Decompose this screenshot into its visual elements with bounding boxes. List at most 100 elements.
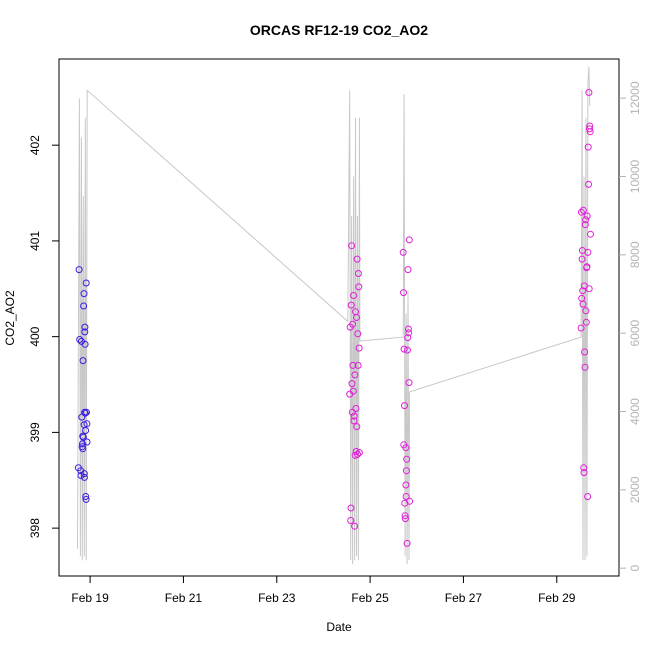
data-point (401, 512, 409, 520)
data-point (585, 180, 592, 188)
data-point (400, 345, 408, 353)
data-point (83, 438, 91, 446)
x-tick-label: Feb 27 (445, 591, 483, 605)
data-point (76, 336, 84, 343)
x-axis: Feb 19 Feb 21 Feb 23 Feb 25 Feb 27 Feb 29 (71, 576, 576, 605)
data-point (349, 361, 357, 369)
data-point (406, 497, 414, 505)
x-tick-label: Feb 29 (538, 591, 576, 605)
y-tick-label: 398 (28, 518, 42, 538)
data-point (350, 417, 358, 425)
data-point (579, 206, 587, 214)
y-tick-label: 399 (28, 422, 42, 442)
data-point (404, 266, 412, 274)
x-axis-label: Date (326, 620, 352, 634)
data-point (585, 89, 593, 96)
data-point (79, 357, 87, 365)
data-point (81, 323, 89, 331)
data-point (580, 464, 588, 472)
data-point (82, 493, 90, 500)
data-point (79, 440, 86, 448)
data-point (354, 450, 361, 458)
y2-tick-label: 10000 (628, 159, 642, 193)
data-point (587, 230, 594, 238)
y-axis-right: 0 2000 4000 6000 8000 10000 12000 (619, 81, 642, 572)
data-point (581, 221, 589, 229)
data-point (584, 143, 592, 151)
data-point (349, 320, 357, 328)
y-axis-left: 398 399 400 401 402 (28, 135, 59, 538)
data-point (579, 300, 587, 308)
data-point (403, 346, 411, 354)
data-point (401, 499, 409, 507)
y2-tick-label: 2000 (628, 476, 642, 503)
data-point (402, 467, 410, 475)
data-point (582, 216, 590, 224)
data-point (80, 470, 88, 478)
y2-tick-label: 4000 (628, 398, 642, 425)
data-point (583, 263, 591, 271)
data-point (349, 387, 357, 395)
data-point (347, 504, 355, 512)
y-axis-label: CO2_AO2 (3, 290, 17, 346)
data-point (80, 290, 88, 298)
data-point (79, 445, 87, 453)
data-point (352, 405, 360, 412)
data-point (402, 481, 410, 489)
data-point (80, 302, 88, 310)
data-point (402, 444, 410, 452)
plot-frame (58, 58, 620, 577)
data-point (354, 330, 362, 338)
data-point (405, 236, 413, 244)
data-point (403, 455, 411, 463)
data-point (585, 285, 593, 293)
data-point (81, 340, 89, 348)
data-point (405, 329, 413, 337)
data-point (577, 324, 585, 332)
data-point (580, 469, 588, 477)
data-point (404, 334, 412, 342)
data-point (577, 208, 585, 216)
data-point (353, 255, 361, 263)
data-point (586, 125, 593, 133)
altitude-trace-line (77, 66, 591, 565)
data-point (347, 301, 355, 309)
y2-tick-label: 0 (628, 565, 642, 572)
data-point (81, 328, 89, 336)
data-point (584, 493, 592, 500)
data-point (348, 408, 356, 416)
data-point (83, 420, 91, 428)
data-point (83, 408, 90, 416)
data-point (582, 307, 590, 315)
data-point (354, 270, 362, 277)
data-point (81, 408, 89, 416)
data-point (75, 266, 83, 274)
altitude-trace (77, 66, 591, 565)
data-point (401, 402, 408, 410)
data-point (403, 539, 411, 547)
data-point (405, 379, 413, 387)
y-tick-label: 400 (28, 326, 42, 346)
chart-title: ORCAS RF12-19 CO2_AO2 (250, 22, 428, 38)
x-tick-label: Feb 23 (258, 591, 296, 605)
data-point (402, 493, 410, 500)
data-point (348, 380, 356, 388)
y-tick-label: 402 (28, 135, 42, 155)
scatter-points (74, 89, 594, 547)
data-point (353, 314, 360, 321)
data-point (350, 292, 358, 299)
data-point (586, 128, 594, 136)
data-point (579, 287, 587, 295)
data-point (79, 432, 87, 440)
x-tick-label: Feb 25 (351, 591, 389, 605)
y-tick-label: 401 (28, 231, 42, 251)
data-point (581, 348, 589, 356)
data-point (355, 449, 363, 456)
data-point (401, 515, 409, 523)
data-point (404, 325, 412, 333)
y2-tick-label: 6000 (628, 319, 642, 346)
data-point (400, 289, 407, 297)
data-point (355, 344, 363, 352)
